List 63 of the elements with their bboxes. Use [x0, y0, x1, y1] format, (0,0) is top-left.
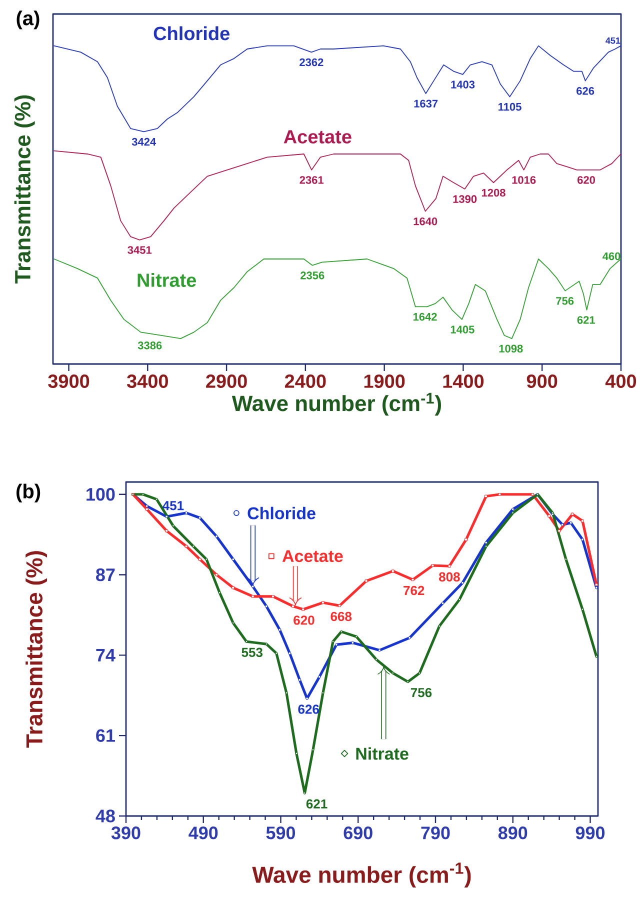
annotation: 1640	[414, 217, 438, 226]
annotation: 2361	[300, 176, 324, 184]
annotation: 621	[306, 799, 328, 809]
legend-label: Acetate	[282, 550, 343, 562]
annotation: 626	[298, 704, 319, 714]
y-tick-label: 100	[86, 488, 115, 501]
x-tick-label: 2400	[284, 374, 326, 388]
y-axis-title: Transmittance (%)	[26, 551, 47, 748]
annotation: 460	[602, 252, 620, 260]
series-label: Acetate	[284, 130, 352, 144]
annotation: 756	[556, 297, 574, 305]
y-tick-label: 87	[96, 568, 115, 582]
annotation: 1390	[453, 195, 476, 203]
annotation: 756	[410, 688, 432, 698]
annotation: 620	[577, 176, 595, 184]
annotation: 1208	[482, 188, 506, 197]
annotation: 451	[605, 38, 620, 44]
annotation: 626	[576, 87, 594, 95]
series-label: Nitrate	[138, 273, 196, 287]
annotation: 808	[438, 572, 460, 582]
annotation: 1403	[451, 80, 474, 88]
annotation: 1016	[512, 176, 536, 184]
annotation: 2362	[299, 58, 324, 66]
x-tick-label: 890	[498, 826, 528, 840]
annotation: 668	[330, 612, 352, 622]
legend-label: Chloride	[248, 506, 316, 520]
annotation: 1405	[450, 326, 474, 334]
annotation: 3424	[132, 138, 156, 146]
x-tick-label: 3900	[48, 374, 90, 388]
annotation: 1105	[498, 102, 522, 111]
legend-label: Nitrate	[356, 747, 408, 760]
annotation: 3451	[128, 246, 152, 254]
chart-title: (a)	[16, 10, 40, 30]
chart-title: (b)	[16, 484, 40, 502]
x-tick-label: 400	[605, 374, 636, 388]
annotation: 3386	[138, 342, 162, 350]
x-tick-label: 1900	[364, 374, 405, 388]
x-tick-label: 590	[266, 826, 295, 840]
x-tick-label: 900	[526, 374, 558, 388]
x-tick-label: 490	[188, 826, 218, 840]
annotation: 1098	[499, 344, 523, 353]
x-tick-label: 990	[576, 826, 604, 840]
x-tick-label: 690	[344, 826, 372, 840]
y-tick-label: 74	[96, 648, 116, 662]
x-tick-label: 790	[421, 826, 450, 840]
y-axis-title: Transmittance (%)	[14, 95, 35, 284]
y-tick-label: 48	[96, 810, 115, 822]
x-tick-label: 3400	[126, 374, 168, 388]
x-tick-label: 390	[111, 826, 140, 840]
x-axis-title: Wave number (cm$^{-1}$)	[252, 862, 471, 888]
x-tick-label: 1400	[443, 374, 484, 388]
annotation: 621	[577, 316, 595, 324]
x-tick-label: 2900	[206, 374, 247, 388]
annotation: 553	[242, 648, 262, 657]
annotation: 762	[403, 586, 424, 596]
annotation: 620	[294, 616, 314, 625]
annotation: 1642	[413, 312, 437, 321]
x-axis-title: Wave number (cm$^{-1}$)	[232, 392, 441, 416]
y-tick-label: 61	[96, 729, 115, 742]
annotation: 451	[162, 501, 184, 510]
annotation: 2356	[300, 272, 324, 280]
annotation: 1637	[414, 100, 438, 108]
series-label: Chloride	[154, 26, 230, 40]
